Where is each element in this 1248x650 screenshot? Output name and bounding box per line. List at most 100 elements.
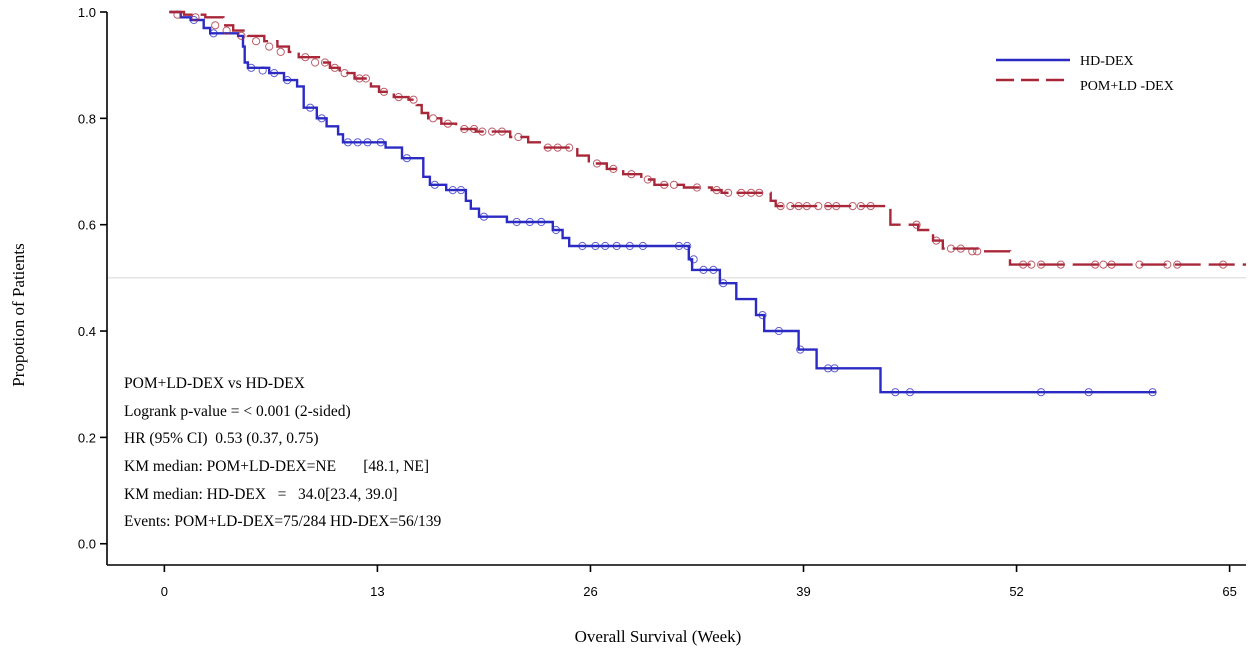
- censor-mark-pom-ld-dex: [191, 13, 200, 22]
- censor-mark-pom-ld-dex: [692, 183, 702, 192]
- x-tick-label: 52: [1009, 584, 1023, 599]
- censor-mark-hd-dex: [258, 66, 267, 75]
- censor-mark-pom-ld-dex: [786, 202, 795, 211]
- censor-mark-pom-ld-dex: [514, 132, 523, 142]
- x-ticks: 0 13 26 39 52 65: [161, 565, 1237, 599]
- censor-mark-hd-dex: [317, 114, 326, 123]
- annotation-logrank: Logrank p-value = < 0.001 (2-sided): [124, 403, 351, 420]
- censor-mark-pom-ld-dex: [956, 244, 965, 253]
- censor-mark-pom-ld-dex: [832, 202, 841, 211]
- censor-mark-pom-ld-dex: [1019, 260, 1028, 269]
- annotation-hazard-ratio: HR (95% CI) 0.53 (0.37, 0.75): [124, 430, 319, 447]
- censor-mark-pom-ld-dex: [497, 127, 507, 136]
- censor-mark-pom-ld-dex: [660, 180, 669, 189]
- censor-mark-hd-dex: [1084, 388, 1093, 397]
- censor-mark-pom-ld-dex: [394, 93, 403, 102]
- censor-mark-hd-dex: [796, 345, 805, 354]
- censor-mark-pom-ld-dex: [379, 87, 389, 96]
- x-tick-label: 13: [370, 584, 384, 599]
- censor-mark-hd-dex: [402, 154, 411, 163]
- x-tick-label: 65: [1222, 584, 1236, 599]
- censor-mark-pom-ld-dex: [946, 244, 956, 253]
- censor-mark-hd-dex: [363, 138, 372, 147]
- y-tick-label: 1.0: [78, 5, 96, 20]
- censor-mark-hd-dex: [209, 29, 218, 38]
- censor-mark-pom-ld-dex: [553, 143, 562, 152]
- censor-mark-hd-dex: [578, 241, 587, 251]
- censor-mark-pom-ld-dex: [211, 21, 220, 30]
- legend-label-pom-ld-dex: POM+LD -DEX: [1080, 79, 1174, 94]
- censor-mark-pom-ld-dex: [409, 95, 418, 104]
- series-line-hd-dex: [169, 10, 1156, 394]
- censor-mark-pom-ld-dex: [1107, 260, 1116, 269]
- censor-mark-pom-ld-dex: [222, 26, 231, 35]
- censor-mark-hd-dex: [891, 388, 900, 397]
- censor-mark-pom-ld-dex: [429, 114, 438, 123]
- censor-mark-pom-ld-dex: [173, 10, 182, 19]
- censor-mark-pom-ld-dex: [755, 188, 764, 197]
- censor-mark-hd-dex: [591, 241, 600, 251]
- y-axis-title: Propotion of Patients: [9, 243, 28, 387]
- y-tick-label: 0.6: [78, 218, 96, 233]
- censor-mark-pom-ld-dex: [311, 58, 320, 67]
- censor-mark-pom-ld-dex: [747, 188, 756, 197]
- censor-mark-pom-ld-dex: [669, 180, 679, 189]
- censor-mark-pom-ld-dex: [1027, 260, 1036, 269]
- censor-mark-pom-ld-dex: [460, 124, 469, 134]
- censor-mark-pom-ld-dex: [276, 47, 285, 57]
- censor-mark-hd-dex: [353, 138, 362, 147]
- y-tick-label: 0.0: [78, 537, 96, 552]
- censor-mark-pom-ld-dex: [361, 74, 370, 83]
- legend: HD-DEX POM+LD -DEX: [996, 54, 1174, 94]
- annotation-comparison: POM+LD-DEX vs HD-DEX: [124, 375, 305, 392]
- censor-mark-pom-ld-dex: [237, 31, 246, 41]
- censor-mark-hd-dex: [674, 241, 684, 251]
- censor-mark-pom-ld-dex: [712, 186, 721, 195]
- censor-mark-pom-ld-dex: [1219, 260, 1228, 269]
- censor-mark-hd-dex: [774, 326, 784, 336]
- censor-mark-pom-ld-dex: [866, 202, 875, 211]
- censor-mark-hd-dex: [601, 241, 610, 251]
- x-tick-label: 26: [583, 584, 597, 599]
- censor-mark-pom-ld-dex: [627, 170, 636, 179]
- axes: [106, 12, 1246, 566]
- censor-mark-pom-ld-dex: [1099, 260, 1108, 269]
- censor-mark-pom-ld-dex: [320, 58, 330, 67]
- censor-mark-pom-ld-dex: [856, 202, 866, 211]
- censor-mark-hd-dex: [456, 186, 466, 195]
- censor-mark-pom-ld-dex: [1135, 260, 1144, 269]
- censor-mark-hd-dex: [430, 180, 439, 189]
- censor-mark-pom-ld-dex: [932, 236, 941, 245]
- x-tick-label: 39: [796, 584, 810, 599]
- censor-mark-pom-ld-dex: [355, 74, 364, 83]
- annotation-events: Events: POM+LD-DEX=75/284 HD-DEX=56/139: [124, 513, 442, 530]
- censor-mark-hd-dex: [758, 311, 767, 320]
- censor-mark-pom-ld-dex: [912, 220, 921, 229]
- x-axis-title: Overall Survival (Week): [575, 627, 742, 646]
- censor-mark-hd-dex: [525, 217, 534, 227]
- censor-mark-hd-dex: [689, 255, 698, 264]
- series-layer: [169, 10, 1246, 394]
- annotation-km-median-hd: KM median: HD-DEX = 34.0[23.4, 39.0]: [124, 486, 398, 503]
- censor-mark-hd-dex: [830, 364, 839, 373]
- censor-mark-hd-dex: [512, 217, 521, 227]
- x-tick-label: 0: [161, 584, 168, 599]
- censor-mark-pom-ld-dex: [794, 202, 803, 211]
- censor-mark-pom-ld-dex: [814, 202, 823, 211]
- censor-mark-pom-ld-dex: [1091, 260, 1100, 269]
- series-line-pom-ld-dex: [169, 10, 1246, 266]
- censor-mark-hd-dex: [719, 279, 728, 288]
- censor-mark-hd-dex: [551, 225, 561, 235]
- censor-mark-hd-dex: [448, 186, 457, 195]
- censor-mark-hd-dex: [1037, 388, 1046, 397]
- censor-mark-pom-ld-dex: [1037, 260, 1046, 269]
- censor-marks-layer: [173, 10, 1228, 397]
- censor-mark-hd-dex: [824, 364, 833, 373]
- censor-mark-pom-ld-dex: [848, 202, 857, 211]
- censor-mark-pom-ld-dex: [470, 124, 479, 134]
- censor-mark-pom-ld-dex: [776, 202, 785, 211]
- censor-mark-pom-ld-dex: [443, 119, 452, 128]
- censor-mark-hd-dex: [479, 212, 488, 221]
- censor-mark-pom-ld-dex: [565, 143, 574, 152]
